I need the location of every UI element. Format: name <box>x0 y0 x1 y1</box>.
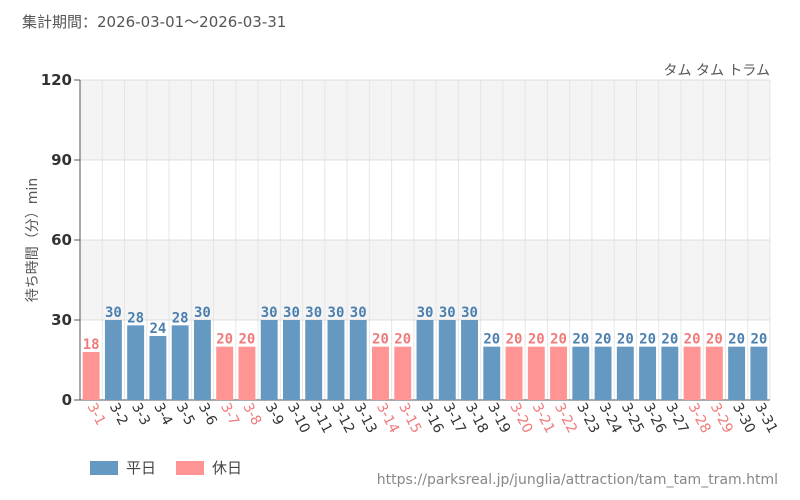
bar <box>683 346 701 400</box>
y-tick-label: 0 <box>62 391 72 409</box>
x-tick-label: 3-8 <box>239 400 264 428</box>
data-label: 28 <box>127 310 144 326</box>
data-label: 20 <box>639 332 656 348</box>
plot-band <box>80 80 770 160</box>
data-label: 20 <box>372 332 389 348</box>
source-url[interactable]: https://parksreal.jp/junglia/attraction/… <box>376 472 778 488</box>
data-label: 20 <box>550 332 567 348</box>
legend-item-holiday[interactable]: 休日 <box>176 457 242 478</box>
x-tick-label: 3-7 <box>217 400 242 428</box>
data-label: 30 <box>461 305 478 321</box>
data-label: 20 <box>394 332 411 348</box>
legend-swatch-holiday <box>176 460 205 475</box>
bar <box>461 320 478 400</box>
plot-band <box>80 240 770 320</box>
period-label: 集計期間：2026-03-01～2026-03-31 <box>22 13 287 31</box>
y-tick-label: 120 <box>41 71 72 89</box>
data-label: 20 <box>506 332 523 348</box>
data-label: 20 <box>750 332 767 348</box>
data-label: 30 <box>439 305 456 321</box>
bar <box>438 320 456 400</box>
data-label: 24 <box>149 321 166 337</box>
bar <box>705 346 723 400</box>
bar <box>616 346 634 400</box>
bar <box>394 346 412 400</box>
data-label: 20 <box>528 332 545 348</box>
x-tick-label: 3-3 <box>128 400 153 428</box>
legend-item-weekday[interactable]: 平日 <box>90 457 156 478</box>
legend-swatch-weekday <box>90 460 118 475</box>
x-tick-label: 3-9 <box>262 400 287 428</box>
bar <box>728 346 746 400</box>
data-label: 20 <box>706 332 723 348</box>
data-label: 30 <box>261 305 278 321</box>
bar <box>149 336 167 400</box>
data-label: 18 <box>83 337 100 353</box>
x-tick-label: 3-31 <box>751 400 780 436</box>
legend-label-holiday: 休日 <box>212 459 243 477</box>
chart-subtitle: タム タム トラム <box>663 63 770 79</box>
data-label: 30 <box>417 305 434 321</box>
bar <box>349 320 367 400</box>
bar <box>505 346 523 400</box>
data-label: 30 <box>105 305 122 321</box>
data-label: 20 <box>661 332 678 348</box>
bar <box>372 346 389 400</box>
data-label: 20 <box>239 332 256 348</box>
x-tick-label: 3-4 <box>150 400 175 428</box>
bar <box>416 320 434 400</box>
bar <box>82 352 100 400</box>
bar <box>216 346 234 400</box>
bar <box>327 320 345 400</box>
data-label: 20 <box>728 332 745 348</box>
x-tick-label: 3-2 <box>106 400 131 428</box>
data-label: 28 <box>172 310 189 326</box>
data-label: 20 <box>595 332 612 348</box>
bar <box>550 346 568 400</box>
bar <box>260 320 278 400</box>
data-label: 30 <box>328 305 345 321</box>
bar <box>104 320 122 400</box>
y-tick-label: 30 <box>51 311 72 329</box>
plot-band <box>80 160 770 240</box>
data-label: 20 <box>216 332 233 348</box>
data-label: 20 <box>684 332 701 348</box>
bar <box>305 320 323 400</box>
y-tick-label: 90 <box>51 151 72 169</box>
data-label: 30 <box>283 305 300 321</box>
data-label: 30 <box>350 305 367 321</box>
data-label: 20 <box>483 332 500 348</box>
bar <box>127 325 145 400</box>
bar <box>572 346 590 400</box>
x-tick-label: 3-1 <box>84 400 109 428</box>
x-tick-label: 3-5 <box>173 400 198 428</box>
bar <box>750 346 768 400</box>
x-tick-label: 3-6 <box>195 400 220 428</box>
bar <box>171 325 189 400</box>
legend: 平日 休日 <box>90 457 242 478</box>
legend-label-weekday: 平日 <box>126 459 157 477</box>
data-label: 20 <box>617 332 634 348</box>
bar <box>282 320 300 400</box>
data-label: 20 <box>572 332 589 348</box>
data-label: 30 <box>305 305 322 321</box>
data-label: 30 <box>194 305 211 321</box>
bar <box>639 346 657 400</box>
bar <box>661 346 679 400</box>
bar <box>238 346 256 400</box>
y-tick-label: 60 <box>51 231 72 249</box>
bar <box>594 346 612 400</box>
bar <box>527 346 545 400</box>
bar <box>483 346 501 400</box>
bar <box>193 320 211 400</box>
